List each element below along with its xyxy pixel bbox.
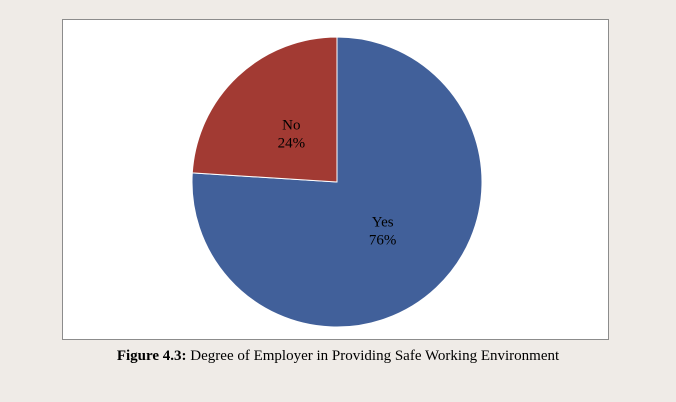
slice-value-yes: 76% [369, 233, 397, 249]
figure-label: Figure 4.3: [116, 348, 187, 364]
slice-label-no: No [282, 117, 300, 133]
chart-frame: Yes 76% No 24% [62, 19, 609, 340]
slice-label-yes: Yes [372, 215, 394, 231]
pie-slice-no [191, 36, 338, 183]
pie-chart: Yes 76% No 24% [191, 36, 483, 328]
slice-value-no: 24% [278, 135, 306, 151]
figure-caption: Figure 4.3: Degree of Employer in Provid… [0, 348, 676, 365]
figure-caption-text: Degree of Employer in Providing Safe Wor… [186, 348, 560, 364]
